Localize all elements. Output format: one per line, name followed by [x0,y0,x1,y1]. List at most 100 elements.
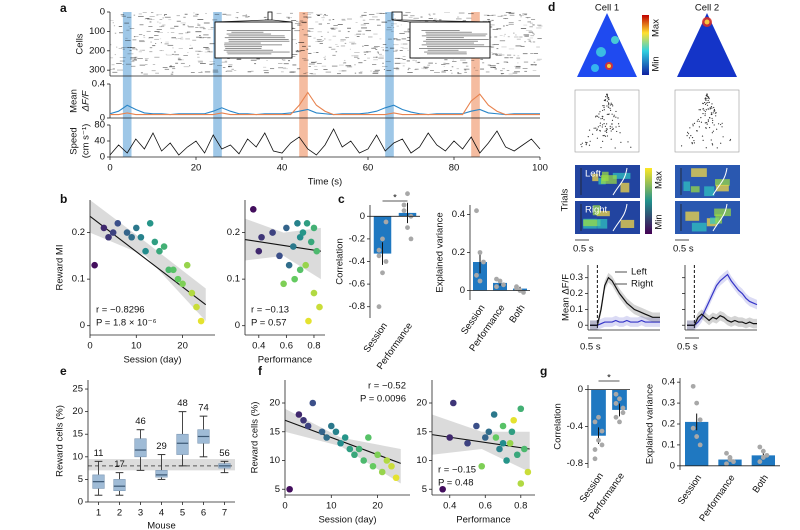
raster-event [154,38,160,40]
raster-event [376,51,379,53]
raster-event [517,62,519,64]
fit-line [89,215,207,306]
point [592,447,598,452]
point [156,247,163,255]
raster-event [523,61,529,63]
point [383,457,391,464]
trajectory-dot [707,119,709,121]
raster-event [231,68,234,70]
trajectory-dot [603,105,605,107]
trajectory-dot [612,128,614,130]
point [388,462,395,470]
raster-event [403,43,408,45]
raster-event [197,56,200,58]
raster-event [482,62,485,64]
raster-event [171,71,174,73]
trajectory-dot [707,120,710,122]
y-tick-label: 0.1 [662,439,675,450]
trial-hotspot [600,175,617,184]
bar [373,216,392,254]
raster-event [110,57,114,59]
bar [473,262,487,291]
y-tick-label: 300 [89,65,105,76]
raster-event [133,14,136,16]
trajectory-dot [693,139,695,142]
raster-event [129,58,133,60]
raster-event [393,38,398,40]
trajectory-dot [609,109,612,111]
inset-trace [224,42,261,44]
raster-event [503,18,509,19]
raster-event [296,68,301,70]
point [506,439,514,447]
raster-event [504,57,509,59]
trajectory-dot [615,110,617,113]
y-tick-label: 10 [416,455,427,466]
raster-event [173,51,176,53]
point [503,457,510,464]
trajectory-dot [716,147,718,149]
trajectory-dot [712,119,714,121]
raster-event [282,59,286,61]
raster-event [291,39,297,41]
raster-event [527,38,531,40]
raster-event [145,18,147,19]
point [613,391,619,397]
raster-event [324,14,328,16]
raster-event [403,31,409,33]
raster-event [132,39,137,41]
raster-event [162,67,168,68]
trajectory-dot [603,123,605,125]
point [305,317,312,325]
trial-curve [712,203,728,232]
point [300,416,307,424]
trajectory-dot [608,98,610,101]
trajectory-dot [617,117,619,119]
raster-event [435,62,437,64]
y-axis-label: Min [651,56,662,71]
raster-event [381,66,388,67]
point [694,434,700,439]
raster-event [359,16,363,18]
raster-event [509,57,514,59]
y-tick-label: 0.2 [72,227,85,238]
raster-event [150,41,152,43]
raster-event [406,37,412,39]
raster-event [130,61,135,63]
raster-event [245,16,249,18]
raster-event [372,56,377,58]
y-tick-label: 20 [269,398,280,409]
raster-event [295,50,302,52]
raster-event [386,29,393,31]
trajectory-dot [706,97,708,99]
raster-event [180,22,186,24]
raster-event [197,24,201,26]
raster-event [315,21,319,23]
raster-event [361,27,367,29]
raster-event [351,55,354,57]
raster-event [525,35,529,37]
raster-event [132,48,137,50]
raster-event [500,70,503,72]
trajectory-dot [611,128,614,131]
trajectory-dot [704,110,706,113]
raster-event [263,69,269,71]
y-tick-label: 0 [578,320,583,331]
point [494,284,499,290]
raster-event [203,47,209,48]
raster-event [507,36,510,38]
raster-event [496,48,499,50]
trajectory-dot [598,116,600,118]
y-tick-label: 0.1 [227,274,240,285]
raster-event [502,68,506,70]
point [285,261,293,269]
trajectory-dot [606,95,609,97]
raster-event [382,62,384,64]
raster-event [428,18,433,19]
raster-event [110,44,112,46]
point [481,434,489,441]
y-tick-label: 20 [416,398,427,409]
trajectory-dot [721,122,723,124]
raster-event [342,62,347,64]
raster-event [197,60,203,62]
